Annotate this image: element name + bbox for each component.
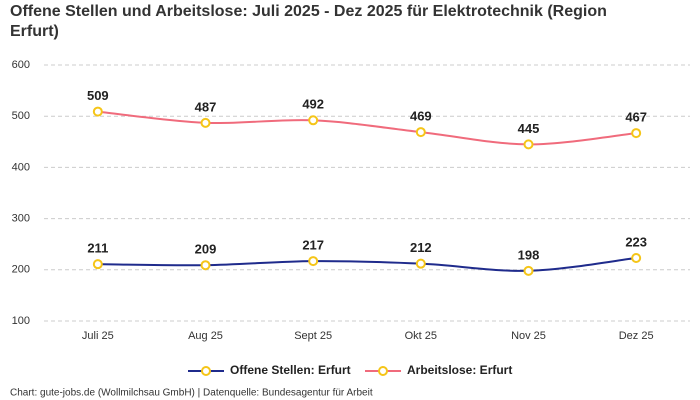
value-label: 223 bbox=[625, 234, 647, 249]
legend-marker bbox=[201, 366, 211, 376]
point-marker bbox=[200, 260, 211, 271]
x-tick-label: Juli 25 bbox=[82, 330, 114, 342]
x-tick-label: Okt 25 bbox=[405, 330, 437, 342]
point-marker bbox=[92, 259, 103, 270]
value-label: 445 bbox=[518, 121, 540, 136]
chart-title: Offene Stellen und Arbeitslose: Juli 202… bbox=[10, 3, 607, 40]
value-label: 467 bbox=[625, 110, 647, 125]
value-label: 509 bbox=[87, 88, 109, 103]
legend-label: Arbeitslose: Erfurt bbox=[407, 363, 512, 377]
point-marker bbox=[523, 139, 534, 150]
point-marker bbox=[200, 117, 211, 128]
value-label: 492 bbox=[302, 97, 324, 112]
legend-label: Offene Stellen: Erfurt bbox=[230, 363, 351, 377]
point-marker bbox=[631, 128, 642, 139]
value-label: 469 bbox=[410, 109, 432, 124]
value-label: 212 bbox=[410, 240, 432, 255]
y-tick-label: 100 bbox=[12, 315, 30, 327]
legend-marker bbox=[378, 366, 388, 376]
value-label: 211 bbox=[87, 241, 108, 256]
series-line bbox=[97, 257, 637, 272]
point-marker bbox=[523, 265, 534, 276]
source: Chart: gute-jobs.de (Wollmilchsau GmbH) … bbox=[10, 388, 373, 399]
point-marker bbox=[415, 127, 426, 138]
x-tick-label: Dez 25 bbox=[619, 330, 654, 342]
series-line bbox=[97, 110, 637, 146]
y-tick-label: 300 bbox=[12, 213, 30, 225]
point-marker bbox=[631, 253, 642, 264]
x-tick-label: Aug 25 bbox=[188, 330, 223, 342]
y-tick-label: 500 bbox=[12, 110, 30, 122]
x-tick-label: Nov 25 bbox=[511, 330, 546, 342]
y-tick-label: 400 bbox=[12, 161, 30, 173]
point-marker bbox=[308, 115, 319, 126]
value-label: 217 bbox=[302, 238, 324, 253]
y-tick-label: 200 bbox=[12, 264, 30, 276]
x-tick-label: Sept 25 bbox=[294, 330, 332, 342]
value-label: 198 bbox=[518, 247, 540, 262]
value-label: 209 bbox=[195, 242, 217, 257]
point-marker bbox=[415, 258, 426, 269]
point-marker bbox=[308, 256, 319, 267]
point-marker bbox=[92, 106, 103, 117]
y-tick-label: 600 bbox=[12, 59, 30, 71]
value-label: 487 bbox=[195, 99, 217, 114]
